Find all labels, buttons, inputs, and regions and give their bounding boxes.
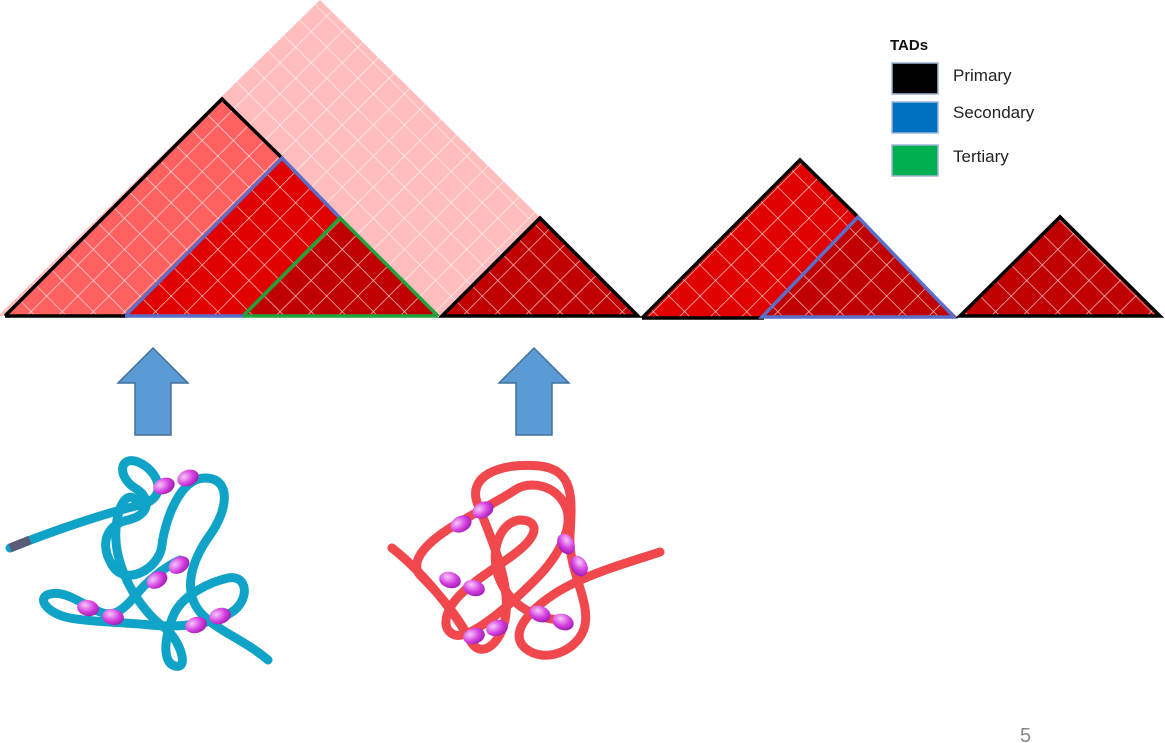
cohesin-bead [472, 501, 494, 519]
legend-title: TADs [890, 37, 928, 54]
cohesin-bead [146, 571, 168, 589]
cohesin-bead [463, 627, 485, 645]
legend-label-tertiary: Tertiary [953, 147, 1009, 166]
cohesin-bead [77, 599, 99, 617]
legend-label-primary: Primary [953, 66, 1012, 85]
legend: TADs Primary Secondary Tertiary [890, 37, 1035, 177]
primary-outline-4 [955, 214, 1165, 318]
cohesin-bead [439, 571, 461, 589]
primary-outline-1 [3, 96, 284, 318]
cohesin-bead [463, 579, 485, 597]
primary-outline-3 [640, 157, 860, 320]
legend-swatch-tertiary [891, 144, 939, 177]
red-chromatin-fiber [387, 460, 665, 660]
tad-triangles [0, 0, 1165, 320]
primary-outline-2 [437, 215, 643, 318]
tertiary-outline-1 [241, 215, 440, 318]
cohesin-bead [185, 616, 207, 634]
cohesin-bead [153, 477, 175, 495]
blue-chromatin-fiber [5, 456, 273, 671]
cohesin-bead [209, 607, 231, 625]
cohesin-bead [102, 608, 124, 626]
secondary-outline-2 [757, 214, 959, 319]
secondary-outline-1 [123, 155, 342, 318]
legend-swatch-primary [891, 62, 939, 95]
up-arrow-icon [497, 346, 571, 436]
legend-swatch-secondary [891, 101, 939, 134]
cohesin-bead [557, 533, 575, 555]
page-number: 5 [1020, 725, 1031, 743]
cohesin-bead [177, 469, 199, 487]
up-arrow-icon [116, 346, 190, 436]
cohesin-bead [529, 605, 551, 623]
cohesin-bead [168, 556, 190, 574]
cohesin-bead [570, 555, 588, 577]
cohesin-bead [552, 613, 574, 631]
cohesin-bead [486, 619, 508, 637]
legend-label-secondary: Secondary [953, 103, 1035, 122]
cohesin-bead [450, 515, 472, 533]
